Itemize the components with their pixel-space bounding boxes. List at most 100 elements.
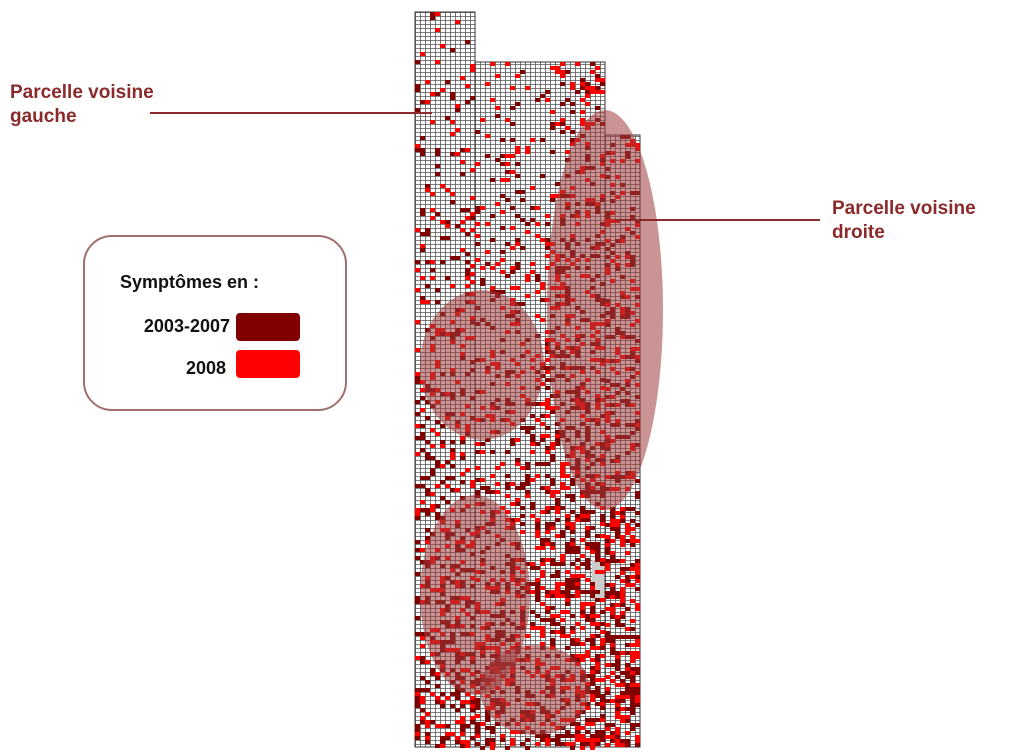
symptom-cell [590,674,595,678]
symptom-cell [420,484,425,488]
symptom-cell [610,731,615,735]
symptom-cell [515,102,520,106]
symptom-cell [595,90,600,94]
symptom-cell [475,726,480,730]
symptom-cell [540,510,545,514]
symptom-cell [550,110,555,114]
symptom-cell [590,678,595,682]
symptom-cell [440,464,445,468]
symptom-cell [625,671,630,675]
symptom-cell [475,258,480,262]
symptom-cell [630,711,635,715]
symptom-cell [435,672,440,676]
symptom-cell [585,94,590,98]
symptom-cell [630,707,635,711]
symptom-cell [525,278,530,282]
symptom-cell [570,742,575,746]
symptom-cell [520,742,525,746]
symptom-cell [625,663,630,667]
symptom-cell [545,594,550,598]
symptom-cell [455,108,460,112]
symptom-cell [630,519,635,523]
symptom-cell [530,502,535,506]
symptom-cell [490,238,495,242]
symptom-cell [615,695,620,699]
symptom-cell [465,744,470,748]
symptom-cell [620,699,625,703]
symptom-cell [425,456,430,460]
symptom-cell [595,702,600,706]
symptom-cell [455,696,460,700]
symptom-cell [495,158,500,162]
symptom-cell [425,732,430,736]
symptom-cell [595,662,600,666]
symptom-cell [575,62,580,66]
symptom-cell [615,707,620,711]
symptom-cell [450,96,455,100]
symptom-cell [465,740,470,744]
symptom-cell [605,595,610,599]
symptom-cell [635,559,640,563]
symptom-cell [435,92,440,96]
symptom-cell [550,590,555,594]
symptom-cell [420,660,425,664]
symptom-cell [415,600,420,604]
symptom-cell [535,614,540,618]
symptom-cell [595,570,600,574]
symptom-cell [535,594,540,598]
symptom-cell [595,694,600,698]
symptom-cell [460,148,465,152]
symptom-cell [565,514,570,518]
symptom-cell [430,492,435,496]
symptom-cell [550,150,555,154]
symptom-cell [425,508,430,512]
symptom-cell [415,412,420,416]
symptom-cell [475,742,480,746]
symptom-cell [630,627,635,631]
symptom-cell [530,626,535,630]
zone-right [547,110,663,510]
symptom-cell [550,558,555,562]
symptom-cell [600,642,605,646]
symptom-cell [420,232,425,236]
symptom-cell [485,714,490,718]
symptom-cell [635,743,640,747]
symptom-cell [495,490,500,494]
symptom-cell [440,440,445,444]
symptom-cell [545,474,550,478]
symptom-cell [440,220,445,224]
symptom-cell [455,692,460,696]
symptom-cell [555,66,560,70]
symptom-cell [625,731,630,735]
symptom-cell [595,646,600,650]
symptom-cell [540,414,545,418]
symptom-cell [475,706,480,710]
symptom-cell [415,452,420,456]
symptom-cell [520,246,525,250]
symptom-cell [625,627,630,631]
symptom-cell [515,498,520,502]
symptom-cell [530,610,535,614]
symptom-cell [475,734,480,738]
symptom-cell [415,688,420,692]
symptom-cell [605,563,610,567]
symptom-cell [470,736,475,740]
symptom-cell [570,578,575,582]
symptom-cell [635,607,640,611]
symptom-cell [460,472,465,476]
symptom-cell [575,578,580,582]
symptom-cell [515,486,520,490]
symptom-cell [460,480,465,484]
symptom-cell [615,703,620,707]
symptom-cell [635,495,640,499]
symptom-cell [545,606,550,610]
symptom-cell [580,562,585,566]
symptom-cell [555,518,560,522]
symptom-cell [420,632,425,636]
symptom-cell [560,466,565,470]
symptom-cell [575,590,580,594]
legend-swatch [236,350,300,378]
symptom-cell [460,440,465,444]
symptom-cell [630,535,635,539]
symptom-cell [625,643,630,647]
